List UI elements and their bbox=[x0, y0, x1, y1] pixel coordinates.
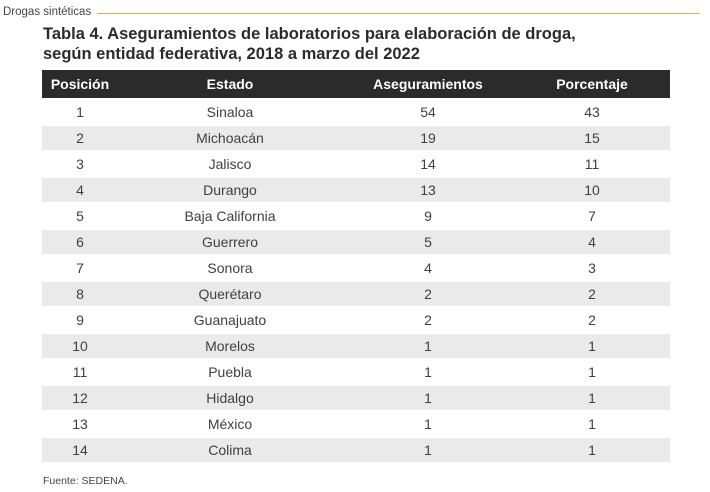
table-title: Tabla 4. Aseguramientos de laboratorios … bbox=[43, 24, 683, 64]
cell-percentage: 2 bbox=[514, 306, 670, 333]
cell-seizures: 5 bbox=[342, 228, 514, 255]
cell-state: Sinaloa bbox=[118, 98, 342, 125]
table-header-row: Posición Estado Aseguramientos Porcentaj… bbox=[42, 70, 670, 99]
cell-seizures: 4 bbox=[342, 254, 514, 281]
cell-position: 1 bbox=[42, 98, 118, 125]
table-row: 4 Durango 13 10 bbox=[42, 176, 670, 203]
table-body: 1 Sinaloa 54 43 2 Michoacán 19 15 3 Jalisco 14 11 4 D… bbox=[42, 98, 670, 462]
table-title-line-2: según entidad federativa, 2018 a marzo d… bbox=[43, 45, 420, 63]
cell-seizures: 1 bbox=[342, 436, 514, 462]
table-row: 8 Querétaro 2 2 bbox=[42, 280, 670, 307]
table-row: 12 Hidalgo 1 1 bbox=[42, 384, 670, 411]
cell-state: Puebla bbox=[118, 358, 342, 385]
cell-state: Baja California bbox=[118, 202, 342, 229]
cell-position: 10 bbox=[42, 332, 118, 359]
cell-seizures: 1 bbox=[342, 358, 514, 385]
cell-position: 5 bbox=[42, 202, 118, 229]
cell-state: Morelos bbox=[118, 332, 342, 359]
cell-percentage: 1 bbox=[514, 358, 670, 385]
cell-percentage: 43 bbox=[514, 98, 670, 125]
table-row: 3 Jalisco 14 11 bbox=[42, 150, 670, 177]
cell-seizures: 2 bbox=[342, 306, 514, 333]
table-row: 2 Michoacán 19 15 bbox=[42, 124, 670, 151]
cell-state: Querétaro bbox=[118, 280, 342, 307]
cell-state: Durango bbox=[118, 176, 342, 203]
table-row: 5 Baja California 9 7 bbox=[42, 202, 670, 229]
cell-seizures: 19 bbox=[342, 124, 514, 151]
cell-position: 6 bbox=[42, 228, 118, 255]
cell-percentage: 1 bbox=[514, 384, 670, 411]
cell-position: 4 bbox=[42, 176, 118, 203]
cell-position: 7 bbox=[42, 254, 118, 281]
cell-seizures: 2 bbox=[342, 280, 514, 307]
cell-percentage: 1 bbox=[514, 410, 670, 437]
cell-state: Guanajuato bbox=[118, 306, 342, 333]
cell-percentage: 4 bbox=[514, 228, 670, 255]
cell-position: 14 bbox=[42, 436, 118, 462]
cell-state: Michoacán bbox=[118, 124, 342, 151]
cell-state: Sonora bbox=[118, 254, 342, 281]
cell-position: 3 bbox=[42, 150, 118, 177]
cell-seizures: 9 bbox=[342, 202, 514, 229]
cell-percentage: 7 bbox=[514, 202, 670, 229]
cell-percentage: 3 bbox=[514, 254, 670, 281]
cell-position: 11 bbox=[42, 358, 118, 385]
cell-percentage: 1 bbox=[514, 332, 670, 359]
cell-position: 12 bbox=[42, 384, 118, 411]
cell-seizures: 1 bbox=[342, 410, 514, 437]
cell-seizures: 54 bbox=[342, 98, 514, 125]
cell-state: Jalisco bbox=[118, 150, 342, 177]
table-row: 13 México 1 1 bbox=[42, 410, 670, 437]
page-header: Drogas sintéticas bbox=[3, 4, 700, 20]
cell-percentage: 15 bbox=[514, 124, 670, 151]
cell-percentage: 1 bbox=[514, 436, 670, 462]
cell-state: Hidalgo bbox=[118, 384, 342, 411]
table-row: 10 Morelos 1 1 bbox=[42, 332, 670, 359]
table-row: 1 Sinaloa 54 43 bbox=[42, 98, 670, 125]
cell-position: 13 bbox=[42, 410, 118, 437]
table-row: 7 Sonora 4 3 bbox=[42, 254, 670, 281]
cell-state: Colima bbox=[118, 436, 342, 462]
table-row: 6 Guerrero 5 4 bbox=[42, 228, 670, 255]
cell-seizures: 1 bbox=[342, 332, 514, 359]
section-label: Drogas sintéticas bbox=[3, 6, 92, 18]
cell-seizures: 1 bbox=[342, 384, 514, 411]
cell-seizures: 13 bbox=[342, 176, 514, 203]
column-header-seizures: Aseguramientos bbox=[342, 70, 514, 99]
cell-state: Guerrero bbox=[118, 228, 342, 255]
data-table: Posición Estado Aseguramientos Porcentaj… bbox=[42, 70, 670, 462]
table-title-line-1: Tabla 4. Aseguramientos de laboratorios … bbox=[43, 25, 576, 43]
column-header-percentage: Porcentaje bbox=[514, 70, 670, 99]
cell-position: 2 bbox=[42, 124, 118, 151]
cell-position: 8 bbox=[42, 280, 118, 307]
column-header-state: Estado bbox=[118, 70, 342, 99]
cell-percentage: 10 bbox=[514, 176, 670, 203]
cell-percentage: 2 bbox=[514, 280, 670, 307]
cell-position: 9 bbox=[42, 306, 118, 333]
table-row: 14 Colima 1 1 bbox=[42, 436, 670, 462]
table-row: 11 Puebla 1 1 bbox=[42, 358, 670, 385]
header-rule bbox=[97, 12, 700, 14]
cell-percentage: 11 bbox=[514, 150, 670, 177]
cell-seizures: 14 bbox=[342, 150, 514, 177]
column-header-position: Posición bbox=[42, 70, 118, 99]
source-note: Fuente: SEDENA. bbox=[43, 475, 128, 487]
cell-state: México bbox=[118, 410, 342, 437]
table-row: 9 Guanajuato 2 2 bbox=[42, 306, 670, 333]
